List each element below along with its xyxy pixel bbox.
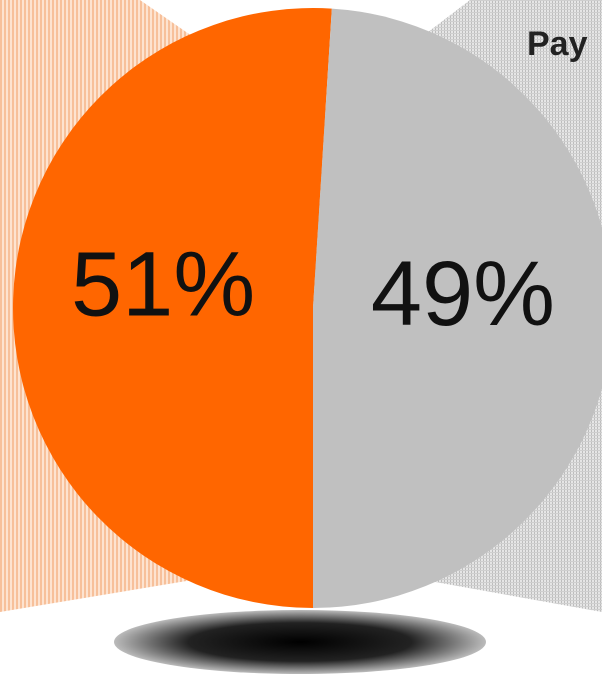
pie-slice bbox=[313, 8, 602, 608]
shadow bbox=[114, 610, 486, 674]
pie-slice bbox=[12, 7, 332, 608]
data-label: 49% bbox=[371, 243, 555, 345]
annotation: Pay bbox=[527, 25, 588, 63]
data-label: 51% bbox=[71, 234, 255, 336]
